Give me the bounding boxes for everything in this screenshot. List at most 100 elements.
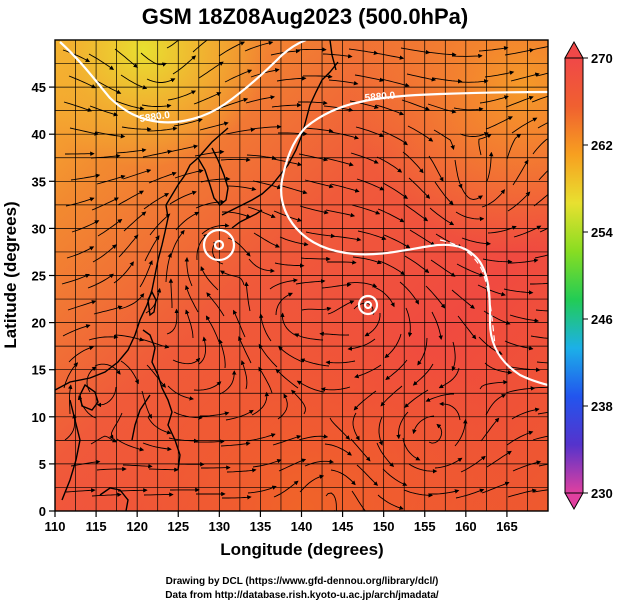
streamline bbox=[139, 260, 153, 288]
y-tick-label: 0 bbox=[39, 504, 46, 519]
streamline bbox=[67, 300, 97, 311]
x-tick-label: 135 bbox=[250, 519, 272, 534]
streamline bbox=[428, 155, 444, 182]
streamline bbox=[511, 117, 538, 134]
streamline bbox=[325, 360, 356, 365]
y-tick-label: 35 bbox=[32, 174, 46, 189]
streamline bbox=[480, 417, 500, 442]
streamline bbox=[382, 468, 408, 486]
streamline bbox=[119, 293, 145, 310]
streamline bbox=[455, 488, 485, 499]
streamline bbox=[88, 334, 119, 341]
streamline bbox=[329, 417, 351, 440]
streamline bbox=[198, 61, 224, 79]
streamline bbox=[146, 364, 166, 388]
streamline bbox=[535, 309, 548, 312]
streamline bbox=[220, 441, 251, 447]
streamline bbox=[118, 234, 139, 258]
streamline bbox=[275, 368, 299, 389]
streamline bbox=[63, 362, 79, 389]
streamline bbox=[428, 423, 443, 444]
streamline bbox=[425, 393, 454, 402]
x-axis-label: Longitude (degrees) bbox=[220, 540, 383, 559]
streamline bbox=[320, 386, 351, 392]
streamline bbox=[199, 121, 229, 131]
streamline bbox=[405, 307, 413, 338]
streamline bbox=[299, 205, 329, 215]
streamline bbox=[459, 132, 489, 137]
streamline bbox=[432, 77, 463, 84]
streamline bbox=[143, 492, 174, 497]
streamline bbox=[278, 458, 307, 472]
low-center-24N-147E bbox=[357, 294, 379, 316]
streamline bbox=[259, 313, 272, 342]
streamline bbox=[364, 313, 381, 337]
streamline bbox=[434, 181, 454, 206]
streamline bbox=[63, 101, 93, 112]
streamline bbox=[226, 468, 257, 473]
streamline bbox=[353, 390, 377, 411]
streamline bbox=[532, 435, 548, 441]
streamline bbox=[238, 336, 252, 364]
streamline bbox=[146, 78, 176, 83]
streamline bbox=[409, 229, 436, 246]
streamline bbox=[93, 305, 123, 315]
streamline bbox=[430, 489, 460, 495]
streamline bbox=[356, 464, 379, 486]
streamline bbox=[279, 236, 309, 247]
contour-5880-north bbox=[59, 40, 307, 124]
streamline bbox=[376, 156, 403, 173]
streamline bbox=[205, 315, 220, 343]
streamline bbox=[71, 220, 100, 233]
streamline bbox=[168, 144, 199, 153]
streamline bbox=[301, 306, 332, 312]
streamline bbox=[240, 360, 248, 390]
credit-drawing: Drawing by DCL (https://www.gfd-dennou.o… bbox=[166, 576, 439, 587]
streamline bbox=[175, 211, 200, 231]
streamline bbox=[383, 234, 411, 249]
contour-5880-main bbox=[280, 90, 548, 387]
streamline bbox=[373, 286, 395, 308]
streamline bbox=[327, 300, 355, 315]
streamline bbox=[485, 394, 507, 416]
streamline bbox=[324, 443, 352, 456]
streamline bbox=[406, 73, 437, 82]
colorbar-tick-label: 262 bbox=[591, 138, 613, 153]
streamline bbox=[536, 361, 548, 364]
streamline bbox=[507, 488, 537, 498]
streamline bbox=[274, 262, 305, 268]
streamline bbox=[357, 230, 387, 241]
streamline bbox=[350, 438, 371, 462]
map-gridlines bbox=[55, 40, 548, 511]
streamline bbox=[143, 193, 170, 210]
colorbar: 270 262 254 246 238 230 bbox=[564, 40, 613, 511]
streamline bbox=[149, 213, 171, 236]
streamline bbox=[351, 204, 381, 215]
streamline bbox=[258, 366, 273, 394]
streamline bbox=[327, 260, 357, 265]
streamline bbox=[533, 193, 548, 207]
y-tick-label: 20 bbox=[32, 316, 46, 331]
streamline bbox=[512, 460, 542, 472]
streamline bbox=[200, 411, 230, 417]
streamline bbox=[533, 489, 548, 493]
streamline bbox=[218, 339, 226, 369]
streamline bbox=[222, 495, 252, 500]
streamline bbox=[90, 435, 118, 445]
colorbar-tick-label: 238 bbox=[591, 399, 613, 414]
y-axis-ticks: 0 5 10 15 20 25 30 35 40 45 bbox=[32, 80, 55, 519]
streamline bbox=[460, 455, 486, 473]
streamline bbox=[252, 180, 282, 190]
streamline bbox=[206, 292, 225, 317]
streamline bbox=[300, 358, 330, 367]
colorbar-tick-label: 230 bbox=[591, 486, 613, 501]
y-tick-label: 30 bbox=[32, 221, 46, 236]
streamline bbox=[404, 389, 429, 408]
streamline bbox=[538, 463, 548, 467]
x-tick-label: 140 bbox=[291, 519, 313, 534]
streamline bbox=[429, 207, 455, 226]
streamline bbox=[244, 281, 251, 312]
streamline bbox=[453, 107, 484, 112]
streamline bbox=[484, 70, 515, 78]
